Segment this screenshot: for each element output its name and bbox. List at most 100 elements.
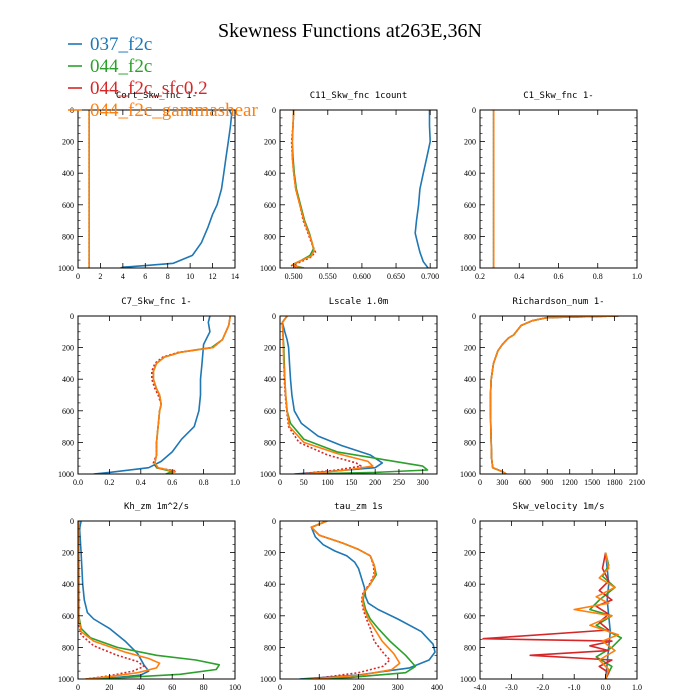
y-tick-label: 1000 (58, 264, 74, 273)
series-line-044_f2c_sfc0.2 (310, 521, 391, 679)
panel-3: C1_Skw_fnc 1- 0.2 0.4 0.6 0.8 1.0 0 200 400 600 80… (460, 91, 642, 281)
series-line-044_f2c_gammashear (489, 316, 619, 474)
series-line-037_f2c (78, 521, 150, 679)
y-tick-label: 600 (464, 612, 476, 621)
x-tick-label: 0 (278, 478, 282, 487)
x-tick-label: 14 (231, 272, 239, 281)
panel-title: Skw_velocity 1m/s (512, 502, 604, 512)
series-line-037_f2c (299, 521, 436, 679)
legend-label: 044_f2c_sfc0.2 (90, 78, 208, 99)
plot-frame (479, 315, 638, 475)
x-tick-label: -4.0 (474, 683, 487, 692)
x-tick-label: 1.0 (632, 272, 642, 281)
y-tick-label: 0 (472, 517, 476, 526)
x-tick-label: 0.6 (167, 478, 177, 487)
y-tick-label: 800 (62, 438, 74, 447)
x-tick-label: 100 (322, 478, 334, 487)
y-tick-label: 600 (62, 612, 74, 621)
x-tick-label: 0 (278, 683, 282, 692)
x-tick-label: 250 (393, 478, 405, 487)
panel-title: Richardson_num 1- (512, 297, 604, 307)
plot-frame (279, 109, 438, 269)
plot-frame (77, 109, 236, 269)
legend-label: 037_f2c (90, 34, 152, 55)
x-tick-label: 150 (345, 478, 357, 487)
y-tick-label: 400 (62, 169, 74, 178)
x-tick-label: 1500 (584, 478, 600, 487)
panel-8: tau_zm 1s 0 100 200 300 400 0 200 400 600 800 1000 (260, 502, 443, 692)
x-tick-label: 0.4 (514, 272, 524, 281)
series-line-037_f2c (281, 316, 384, 474)
x-tick-label: 0.0 (73, 478, 83, 487)
y-tick-label: 200 (264, 549, 276, 558)
y-tick-label: 400 (464, 169, 476, 178)
y-tick-label: 600 (62, 201, 74, 210)
y-tick-label: 200 (62, 344, 74, 353)
y-tick-label: 200 (464, 344, 476, 353)
y-tick-label: 0 (70, 312, 74, 321)
y-tick-label: 400 (62, 375, 74, 384)
x-tick-label: 2 (98, 272, 102, 281)
series-line-037_f2c (489, 316, 619, 474)
panel-2: C11_Skw_fnc 1count 0.500 0.550 0.600 0.650 0.… (260, 91, 439, 281)
x-tick-label: 40 (137, 683, 145, 692)
y-tick-label: 1000 (260, 470, 276, 479)
x-tick-label: 100 (229, 683, 241, 692)
x-tick-label: 2100 (629, 478, 645, 487)
x-tick-label: 400 (431, 683, 443, 692)
panel-title: Cort_Skw_fnc 1- (116, 91, 197, 101)
x-tick-label: -1.0 (568, 683, 581, 692)
y-tick-label: 400 (264, 375, 276, 384)
series-line-044_f2c (152, 316, 232, 474)
legend: 037_f2c044_f2c044_f2c_sfc0.2044_f2c_gamm… (68, 34, 258, 121)
y-tick-label: 1000 (58, 470, 74, 479)
x-tick-label: 0.500 (285, 272, 303, 281)
y-tick-label: 1000 (460, 675, 476, 684)
y-tick-label: 200 (264, 344, 276, 353)
panel-6: Richardson_num 1- 0 300 600 900 1200 1500 1800 2… (460, 297, 645, 487)
x-tick-label: 6 (143, 272, 147, 281)
y-tick-label: 1000 (58, 675, 74, 684)
series-line-044_f2c_sfc0.2 (482, 552, 613, 679)
y-tick-label: 800 (62, 643, 74, 652)
x-tick-label: -3.0 (505, 683, 518, 692)
x-tick-label: 80 (200, 683, 208, 692)
x-tick-label: 60 (168, 683, 176, 692)
plot-frame (479, 109, 638, 269)
y-tick-label: 200 (62, 138, 74, 147)
panel-5: Lscale 1.0m 0 50 100 150 200 250 300 0 200 400 600 8… (260, 297, 438, 487)
series-line-044_f2c (489, 316, 619, 474)
y-tick-label: 400 (264, 169, 276, 178)
panel-grid: Cort_Skw_fnc 1-0246810121402004006008001… (58, 91, 645, 692)
legend-label: 044_f2c (90, 56, 152, 77)
x-tick-label: 0.0 (601, 683, 611, 692)
x-tick-label: 12 (209, 272, 217, 281)
series-line-044_f2c (78, 521, 221, 679)
x-tick-label: 1.0 (632, 683, 642, 692)
x-tick-label: 200 (353, 683, 365, 692)
y-tick-label: 1000 (460, 264, 476, 273)
x-tick-label: 1200 (562, 478, 578, 487)
y-tick-label: 200 (464, 549, 476, 558)
series-line-044_f2c_gammashear (281, 316, 374, 474)
y-tick-label: 800 (264, 232, 276, 241)
y-tick-label: 0 (472, 312, 476, 321)
x-tick-label: 0.700 (421, 272, 439, 281)
x-tick-label: 0 (478, 478, 482, 487)
y-tick-label: 400 (264, 580, 276, 589)
series-line-037_f2c (93, 316, 211, 474)
y-tick-label: 600 (464, 407, 476, 416)
x-tick-label: 1.0 (230, 478, 240, 487)
panel-title: C11_Skw_fnc 1count (310, 91, 408, 101)
y-tick-label: 800 (62, 232, 74, 241)
y-tick-label: 400 (464, 375, 476, 384)
panel-title: Lscale 1.0m (329, 297, 389, 307)
y-tick-label: 800 (464, 438, 476, 447)
legend-label: 044_f2c_gammashear (90, 100, 258, 121)
series-line-044_f2c_gammashear (310, 521, 401, 679)
x-tick-label: 300 (417, 478, 429, 487)
x-tick-label: 0.2 (475, 272, 485, 281)
x-tick-label: 0.6 (554, 272, 564, 281)
panel-title: C7_Skw_fnc 1- (121, 297, 191, 307)
